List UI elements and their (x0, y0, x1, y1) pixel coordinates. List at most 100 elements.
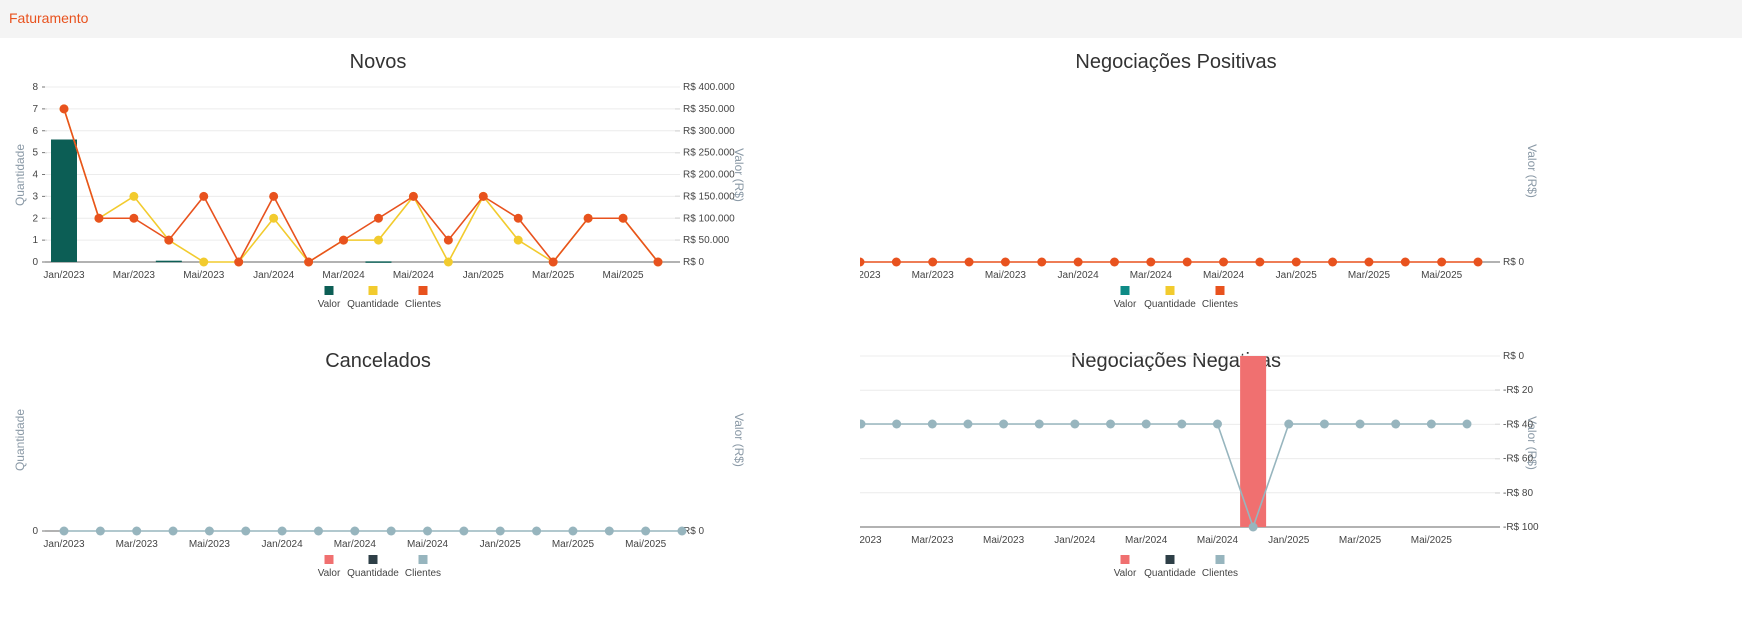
legend-swatch-valor (324, 286, 334, 295)
x-tick-label: Jan/2025 (463, 270, 505, 281)
line-clientes (63, 108, 659, 264)
legend-label-valor: Valor (1114, 299, 1137, 310)
point-clientes (1146, 257, 1156, 267)
legend-swatch-clientes (418, 286, 428, 295)
point-clientes (548, 257, 558, 267)
point-quantidade (373, 235, 383, 245)
point-clientes (891, 257, 901, 267)
point-clientes (1248, 522, 1258, 532)
y-right-tick-label: R$ 50.000 (683, 235, 730, 246)
y-right-tick-label: -R$ 20 (1503, 385, 1533, 396)
legend-swatch-quantidade (368, 555, 378, 564)
legend-swatch-clientes (418, 555, 428, 564)
point-clientes (653, 257, 663, 267)
point-clientes (1141, 419, 1151, 429)
line-quantidade (63, 108, 659, 264)
point-clientes (1255, 257, 1265, 267)
x-tick-label: Mar/2025 (1348, 270, 1391, 281)
point-clientes (408, 191, 418, 201)
point-clientes (1177, 419, 1187, 429)
point-clientes (892, 419, 902, 429)
y-right-tick-label: R$ 150.000 (683, 191, 735, 202)
point-clientes (1291, 257, 1301, 267)
y-left-tick-label: 4 (32, 170, 38, 181)
point-clientes (1034, 419, 1044, 429)
point-clientes (199, 191, 209, 201)
y-left-tick-label: 8 (32, 82, 38, 93)
point-clientes (495, 526, 505, 536)
point-clientes (1319, 419, 1329, 429)
legend-swatch-clientes (1215, 286, 1225, 295)
point-clientes (1070, 419, 1080, 429)
line-clientes (861, 423, 1467, 530)
y-left-tick-label: 3 (32, 191, 38, 202)
x-tick-label: Mai/2024 (407, 539, 449, 550)
point-clientes (423, 526, 433, 536)
y-right-tick-label: R$ 0 (1503, 351, 1525, 362)
point-quantidade (513, 235, 523, 245)
x-tick-label: Mar/2024 (1125, 535, 1168, 546)
chart-positivas-svg: Negociações Positivas Quantidade Valor (R$… (860, 51, 1539, 310)
point-clientes (1437, 257, 1447, 267)
legend-swatch-quantidade (1165, 286, 1175, 295)
point-clientes (339, 235, 349, 245)
x-tick-label: Mar/2025 (1339, 535, 1382, 546)
y-right-tick-label: R$ 250.000 (683, 148, 735, 159)
legend-label-clientes: Clientes (1202, 568, 1238, 579)
point-clientes (1000, 257, 1010, 267)
point-clientes (373, 213, 383, 223)
point-quantidade (269, 213, 279, 223)
x-tick-label: Jan/2025 (480, 539, 522, 550)
point-clientes (860, 419, 866, 429)
bar-valor (1240, 356, 1267, 527)
y-left-tick-label: 5 (32, 148, 38, 159)
point-clientes (204, 526, 214, 536)
legend-label-clientes: Clientes (405, 299, 441, 310)
y-axis-right-label: Valor (R$) (1525, 416, 1539, 470)
point-clientes (234, 257, 244, 267)
x-tick-label: Mar/2025 (552, 539, 595, 550)
bar-valor (155, 260, 182, 263)
point-clientes (1364, 257, 1374, 267)
point-quantidade (129, 191, 139, 201)
chart-title: Negociações Positivas (1075, 51, 1276, 73)
x-tick-label: Mar/2025 (532, 270, 575, 281)
y-right-tick-label: R$ 100.000 (683, 213, 735, 224)
chart-title: Novos (350, 51, 407, 73)
y-right-tick-label: R$ 0 (1503, 257, 1525, 268)
x-tick-label: Jan/2025 (1268, 535, 1310, 546)
x-tick-label: Mar/2023 (911, 535, 954, 546)
point-quantidade (443, 257, 453, 267)
point-quantidade (199, 257, 209, 267)
x-tick-label: Jan/2024 (1054, 535, 1096, 546)
chart-negativas: Negociações NegativasQuantidadeValor (R$… (860, 340, 1742, 644)
x-tick-label: Mar/2024 (322, 270, 365, 281)
x-tick-label: Mai/2025 (1411, 535, 1453, 546)
x-tick-label: Mai/2023 (983, 535, 1025, 546)
x-tick-label: Jan/2023 (43, 270, 85, 281)
legend-label-clientes: Clientes (405, 568, 441, 579)
point-clientes (313, 526, 323, 536)
x-tick-label: Mai/2023 (183, 270, 225, 281)
chart-negativas-svg: Negociações NegativasQuantidadeValor (R$… (860, 350, 1539, 579)
x-tick-label: Mar/2023 (912, 270, 955, 281)
point-clientes (860, 257, 865, 267)
point-clientes (1328, 257, 1338, 267)
legend-swatch-quantidade (1165, 555, 1175, 564)
point-clientes (1182, 257, 1192, 267)
point-clientes (1284, 419, 1294, 429)
point-clientes (1391, 419, 1401, 429)
x-tick-label: Jan/2025 (1276, 270, 1318, 281)
legend-label-quantidade: Quantidade (1144, 299, 1196, 310)
point-clientes (1109, 257, 1119, 267)
x-tick-label: Jan/2023 (860, 270, 881, 281)
point-clientes (513, 213, 523, 223)
y-right-tick-label: -R$ 100 (1503, 522, 1539, 533)
point-clientes (618, 213, 628, 223)
legend-label-valor: Valor (318, 568, 341, 579)
x-tick-label: Mai/2025 (625, 539, 667, 550)
chart-positivas: Negociações Positivas Quantidade Valor (R$… (860, 40, 1742, 345)
legend-label-valor: Valor (1114, 568, 1137, 579)
chart-cancelados: Cancelados Quantidade Valor (R$) 0 R$ 0 Jan/2… (0, 340, 860, 644)
legend-swatch-valor (1120, 286, 1130, 295)
